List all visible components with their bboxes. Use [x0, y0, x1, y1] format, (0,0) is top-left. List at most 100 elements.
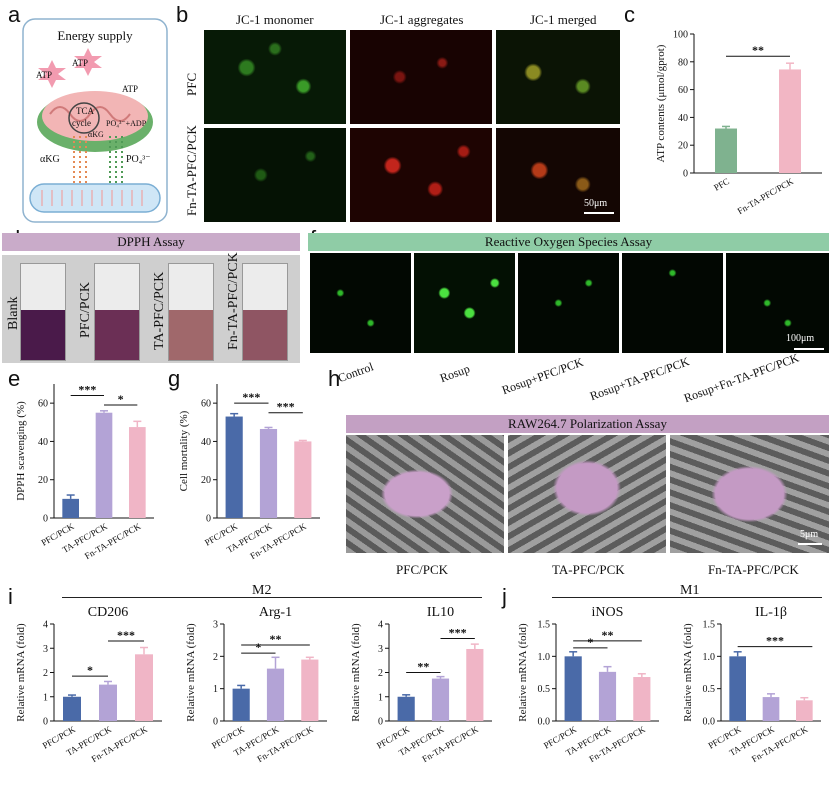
significance-label: * [587, 635, 593, 649]
chart-c: 0 20 40 60 80 100 ATP contents (μmol/gprot) PFC… [655, 30, 822, 216]
bar [129, 427, 146, 518]
bar [62, 498, 79, 518]
ros-title: Reactive Oxygen Species Assay [308, 233, 829, 251]
y-tick-label: 1 [213, 684, 218, 695]
ros-scale-bar [794, 348, 824, 350]
jc1-scale-label: 50μm [584, 198, 608, 209]
cuvette-blank [20, 263, 66, 361]
energy-supply-schematic: Energy supply ATP ATP ATP TCA cycle αKG … [22, 18, 168, 223]
bar [633, 677, 651, 721]
chart-title: Arg-1 [259, 605, 292, 620]
significance-label: * [255, 640, 261, 654]
raw-ta-image [508, 435, 666, 553]
raw-scale-label: 5μm [800, 529, 819, 540]
y-tick-label: 20 [38, 475, 48, 486]
ros-rosup-image [414, 253, 515, 353]
dpph-panel: DPPH Assay [0, 233, 302, 363]
raw-pfc-image [346, 435, 504, 553]
y-tick-label: 1.5 [538, 620, 551, 631]
chart-title: IL-1β [755, 605, 787, 620]
raw-scale-bar [798, 543, 822, 545]
ros-control-image [310, 253, 411, 353]
raw-label-pfc: PFC/PCK [396, 562, 449, 577]
cuvette-pfc-pck [94, 263, 140, 361]
significance-label: *** [449, 626, 467, 640]
y-tick-label: 0.5 [703, 684, 716, 695]
y-tick-label: 40 [201, 437, 211, 448]
y-axis-label: ATP contents (μmol/gprot) [655, 44, 667, 162]
raw-panel: RAW264.7 Polarization Assay 5μm [346, 415, 829, 553]
y-tick-label: 60 [38, 399, 48, 410]
panel-letter-e: e [8, 366, 21, 391]
y-tick-label: 0.5 [538, 684, 551, 695]
bar [729, 656, 746, 721]
significance-label: ** [752, 43, 764, 57]
panel-letter-c: c [624, 2, 635, 27]
y-tick-label: 20 [201, 475, 211, 486]
y-tick-label: 1 [43, 692, 48, 703]
cuvette-ta-pfc-pck [168, 263, 214, 361]
significance-label: *** [277, 400, 295, 414]
bar [259, 428, 278, 518]
ros-ta-image [622, 253, 723, 353]
x-tick-label: Fn-TA-PFC/PCK [83, 521, 143, 561]
y-axis-label: Relative mRNA (fold) [517, 623, 529, 722]
y-tick-label: 0 [213, 717, 218, 728]
bar [431, 678, 450, 721]
significance-label: *** [766, 634, 784, 648]
y-tick-label: 2 [43, 668, 48, 679]
raw-fn-image [670, 435, 829, 553]
significance-label: ** [270, 632, 282, 646]
jc1-row-fn: Fn-TA-PFC/PCK [184, 125, 199, 216]
y-tick-label: 40 [678, 113, 688, 124]
chart-title: iNOS [592, 605, 624, 620]
significance-label: ** [417, 660, 429, 674]
x-tick-label: PFC [712, 176, 731, 193]
raw-label-fn: Fn-TA-PFC/PCK [708, 562, 799, 577]
ros-label-pfc: Rosup+PFC/PCK [500, 354, 586, 398]
y-tick-label: 1.0 [538, 652, 551, 663]
panel-letter-g: g [168, 366, 181, 391]
atp-label-1: ATP [36, 70, 53, 80]
jc1-pfc-monomer-image [204, 30, 346, 124]
y-tick-label: 0 [683, 169, 688, 180]
x-tick-label: Fn-TA-PFC/PCK [750, 724, 810, 764]
ros-fn-image [726, 253, 829, 353]
po4-adp-label: PO₄³⁻+ADP [106, 119, 147, 128]
ros-label-fn: Rosup+Fn-TA-PFC/PCK [682, 350, 801, 406]
bar [225, 416, 243, 518]
akg-small-label: αKG [88, 130, 104, 139]
bar [99, 684, 117, 721]
panel-letter-h: h [328, 366, 341, 391]
significance-label: * [87, 663, 93, 677]
bar [598, 671, 617, 721]
m2-group-label: M2 [252, 583, 272, 598]
y-tick-label: 0.0 [703, 717, 716, 728]
bar [135, 654, 153, 721]
raw-title: RAW264.7 Polarization Assay [346, 415, 829, 433]
bar [301, 659, 319, 721]
cuvette-fn-ta-pfc-pck [242, 263, 288, 361]
tca-label: TCA [76, 106, 94, 116]
m1-group-label: M1 [680, 583, 700, 598]
y-tick-label: 2 [213, 652, 218, 663]
panel-letter-a: a [8, 2, 21, 27]
y-axis-label: Cell mortality (%) [178, 410, 190, 491]
y-tick-label: 1 [378, 692, 383, 703]
y-tick-label: 0.0 [538, 717, 551, 728]
dpph-label-ta: TA-PFC/PCK [152, 271, 167, 350]
y-tick-label: 60 [201, 399, 211, 410]
y-tick-label: 4 [43, 620, 48, 631]
y-tick-label: 3 [213, 620, 218, 631]
x-tick-label: Fn-TA-PFC/PCK [736, 176, 796, 216]
chart-title: CD206 [88, 605, 128, 620]
y-tick-label: 0 [43, 717, 48, 728]
jc1-panel: JC-1 monomer JC-1 aggregates JC-1 merged… [200, 6, 620, 226]
bar [266, 668, 285, 721]
jc1-col-monomer: JC-1 monomer [236, 12, 314, 27]
significance-label: *** [117, 628, 135, 642]
jc1-scale-bar [584, 212, 614, 214]
